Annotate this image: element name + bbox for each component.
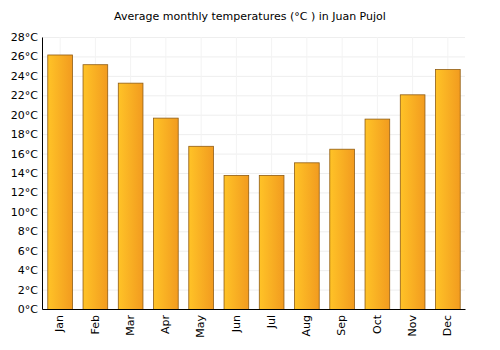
x-tick-label: Jan [53, 315, 66, 333]
y-tick: 24°C [11, 70, 42, 83]
bar [295, 163, 320, 309]
bar [118, 83, 143, 309]
x-tick-label: Feb [89, 315, 102, 334]
x-tick-label: Jul [265, 315, 278, 329]
x-tick: Sep [335, 309, 348, 336]
x-tick-label: Oct [371, 314, 384, 334]
y-tick-label: 22°C [11, 89, 38, 102]
chart: Average monthly temperatures (°C ) in Ju… [0, 0, 500, 350]
y-tick: 4°C [18, 264, 42, 277]
x-tick: Jun [230, 309, 243, 333]
grid-line [42, 309, 465, 310]
x-tick: Jan [53, 309, 66, 333]
bar [48, 55, 73, 309]
y-tick-label: 2°C [18, 284, 38, 297]
y-tick: 8°C [18, 225, 42, 238]
y-tick: 16°C [11, 148, 42, 161]
y-tick-label: 20°C [11, 109, 38, 122]
y-tick-label: 24°C [11, 70, 38, 83]
y-tick-label: 28°C [11, 31, 38, 44]
y-tick: 18°C [11, 128, 42, 141]
y-tick-label: 14°C [11, 167, 38, 180]
y-tick: 6°C [18, 245, 42, 258]
y-tick: 22°C [11, 89, 42, 102]
x-tick: Dec [441, 309, 454, 336]
y-tick-label: 0°C [18, 303, 38, 316]
x-tick-label: Sep [335, 315, 348, 336]
x-tick-label: Mar [124, 315, 137, 336]
y-tick-label: 26°C [11, 50, 38, 63]
y-tick: 12°C [11, 186, 42, 199]
y-axis-line [42, 38, 43, 310]
y-tick-label: 10°C [11, 206, 38, 219]
bar [154, 118, 179, 309]
y-tick: 20°C [11, 109, 42, 122]
bars [48, 55, 460, 309]
y-tick: 2°C [18, 284, 42, 297]
y-tick: 28°C [11, 31, 42, 44]
x-axis: Jan Feb Mar Apr May Jun Jul Aug Sep Oct Nov Dec [43, 309, 466, 338]
y-tick: 26°C [11, 50, 42, 63]
x-tick-label: Apr [159, 315, 172, 335]
grid-line [42, 37, 465, 38]
bar [365, 119, 390, 309]
x-axis-line [43, 309, 466, 310]
y-tick: 10°C [11, 206, 42, 219]
x-tick-label: Nov [406, 315, 419, 337]
bar [189, 146, 214, 309]
x-tick: Feb [89, 309, 102, 334]
bar [224, 175, 249, 309]
bar [83, 65, 108, 309]
x-tick-label: Jun [230, 315, 243, 333]
x-tick-label: Dec [441, 315, 454, 336]
y-tick-label: 16°C [11, 148, 38, 161]
x-tick: May [194, 309, 207, 338]
y-tick-label: 12°C [11, 186, 38, 199]
y-tick: 0°C [18, 303, 42, 316]
y-tick-label: 8°C [18, 225, 38, 238]
grid [42, 37, 465, 310]
y-tick-label: 6°C [18, 245, 38, 258]
y-tick: 14°C [11, 167, 42, 180]
x-tick: Nov [406, 309, 419, 336]
x-tick-label: May [194, 315, 207, 338]
bar [259, 175, 284, 309]
y-tick-label: 4°C [18, 264, 38, 277]
x-tick: Mar [124, 309, 137, 336]
bar [330, 149, 355, 309]
bar [400, 95, 425, 309]
title: Average monthly temperatures (°C ) in Ju… [114, 10, 386, 23]
x-tick-label: Aug [300, 315, 313, 336]
x-tick: Apr [159, 309, 172, 334]
x-tick: Oct [371, 309, 384, 334]
y-tick-label: 18°C [11, 128, 38, 141]
x-tick: Jul [265, 309, 278, 329]
grid-line [42, 56, 465, 57]
x-tick: Aug [300, 309, 313, 336]
y-axis: 0°C 2°C 4°C 6°C 8°C 10°C 12°C 14°C 16°C 18°C 20°C 2… [11, 31, 43, 316]
bar [436, 70, 461, 309]
